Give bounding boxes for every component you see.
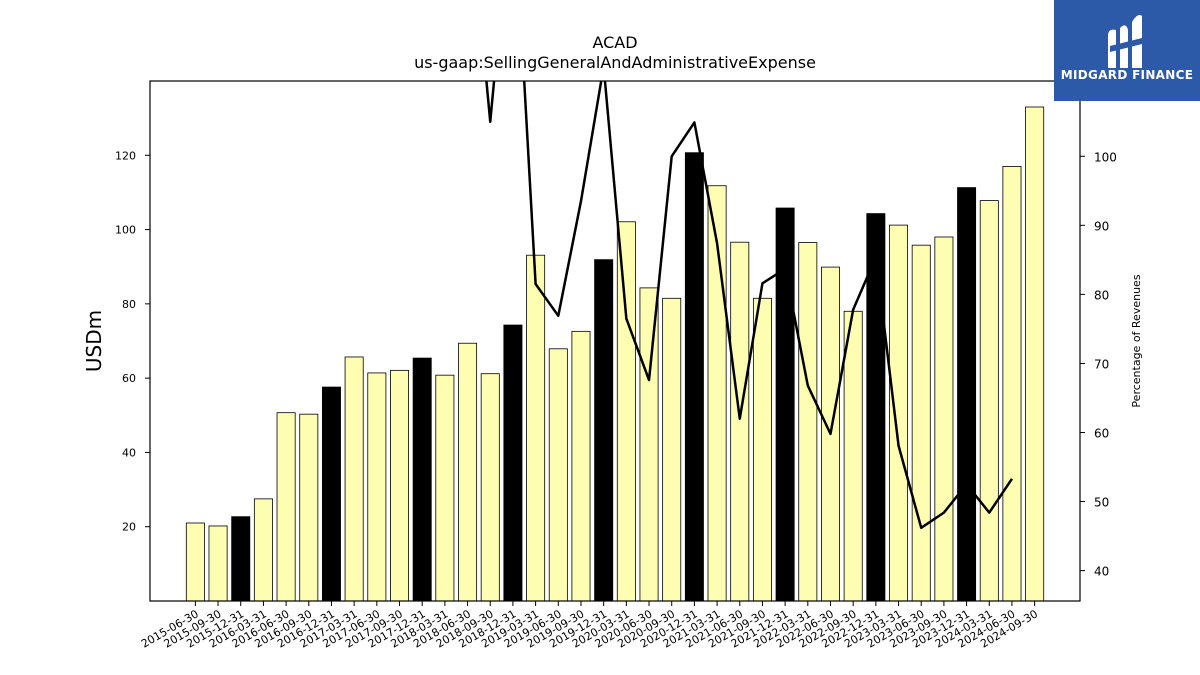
bar [662,297,682,602]
bar [775,207,795,602]
bar [979,200,999,602]
bar [798,242,818,602]
bar [367,372,387,602]
bar [1025,106,1045,602]
bar [911,244,931,602]
logo-text: MIDGARD FINANCE [1060,68,1194,82]
y-tick-label: 40 [122,446,136,459]
bar [730,241,750,602]
bar [616,221,636,602]
bar [957,187,977,602]
y-tick-label: 20 [122,521,136,534]
bar [458,342,478,602]
plot-frame [149,80,1081,602]
bar [208,525,228,602]
bar [1002,166,1022,602]
bar [752,297,772,602]
bar [639,287,659,602]
y-axis-label: USDm [82,310,106,372]
bar [253,498,273,602]
y2-tick-label: 100 [1094,150,1117,164]
percentage-line [485,81,1013,530]
y2-tick-label: 50 [1094,496,1109,510]
y2-tick-label: 80 [1094,288,1109,302]
bar [889,224,909,602]
bar [299,413,319,602]
bar [344,356,364,602]
bar [571,330,591,602]
bar [548,348,568,602]
bar [231,516,251,602]
y-tick-label: 80 [122,298,136,311]
bar [480,373,500,602]
bar [594,259,614,602]
bar [934,236,954,602]
y2-tick-label: 40 [1094,565,1109,579]
y2-tick-label: 60 [1094,427,1109,441]
logo-mark-icon [1108,14,1142,69]
bar [503,324,523,602]
bar [435,374,455,602]
plot-area: 204060801001204050607080901002015-06-302… [115,80,1117,651]
bar [843,310,863,602]
bar [390,369,409,602]
y-tick-label: 60 [122,372,136,385]
bar [276,412,296,602]
bar [185,522,205,602]
bar [684,152,704,602]
bar [526,254,546,602]
bar [412,357,432,602]
chart-subtitle: us-gaap:SellingGeneralAndAdministrativeE… [414,53,816,72]
bar [321,386,341,602]
chart-title: ACAD [592,33,637,52]
y2-axis-label: Percentage of Revenues [1130,274,1143,407]
y2-tick-label: 70 [1094,357,1109,371]
y-tick-label: 120 [115,149,136,162]
y2-tick-label: 90 [1094,219,1109,233]
midgard-finance-logo: MIDGARD FINANCE [1054,0,1200,101]
y-tick-label: 100 [115,224,136,237]
